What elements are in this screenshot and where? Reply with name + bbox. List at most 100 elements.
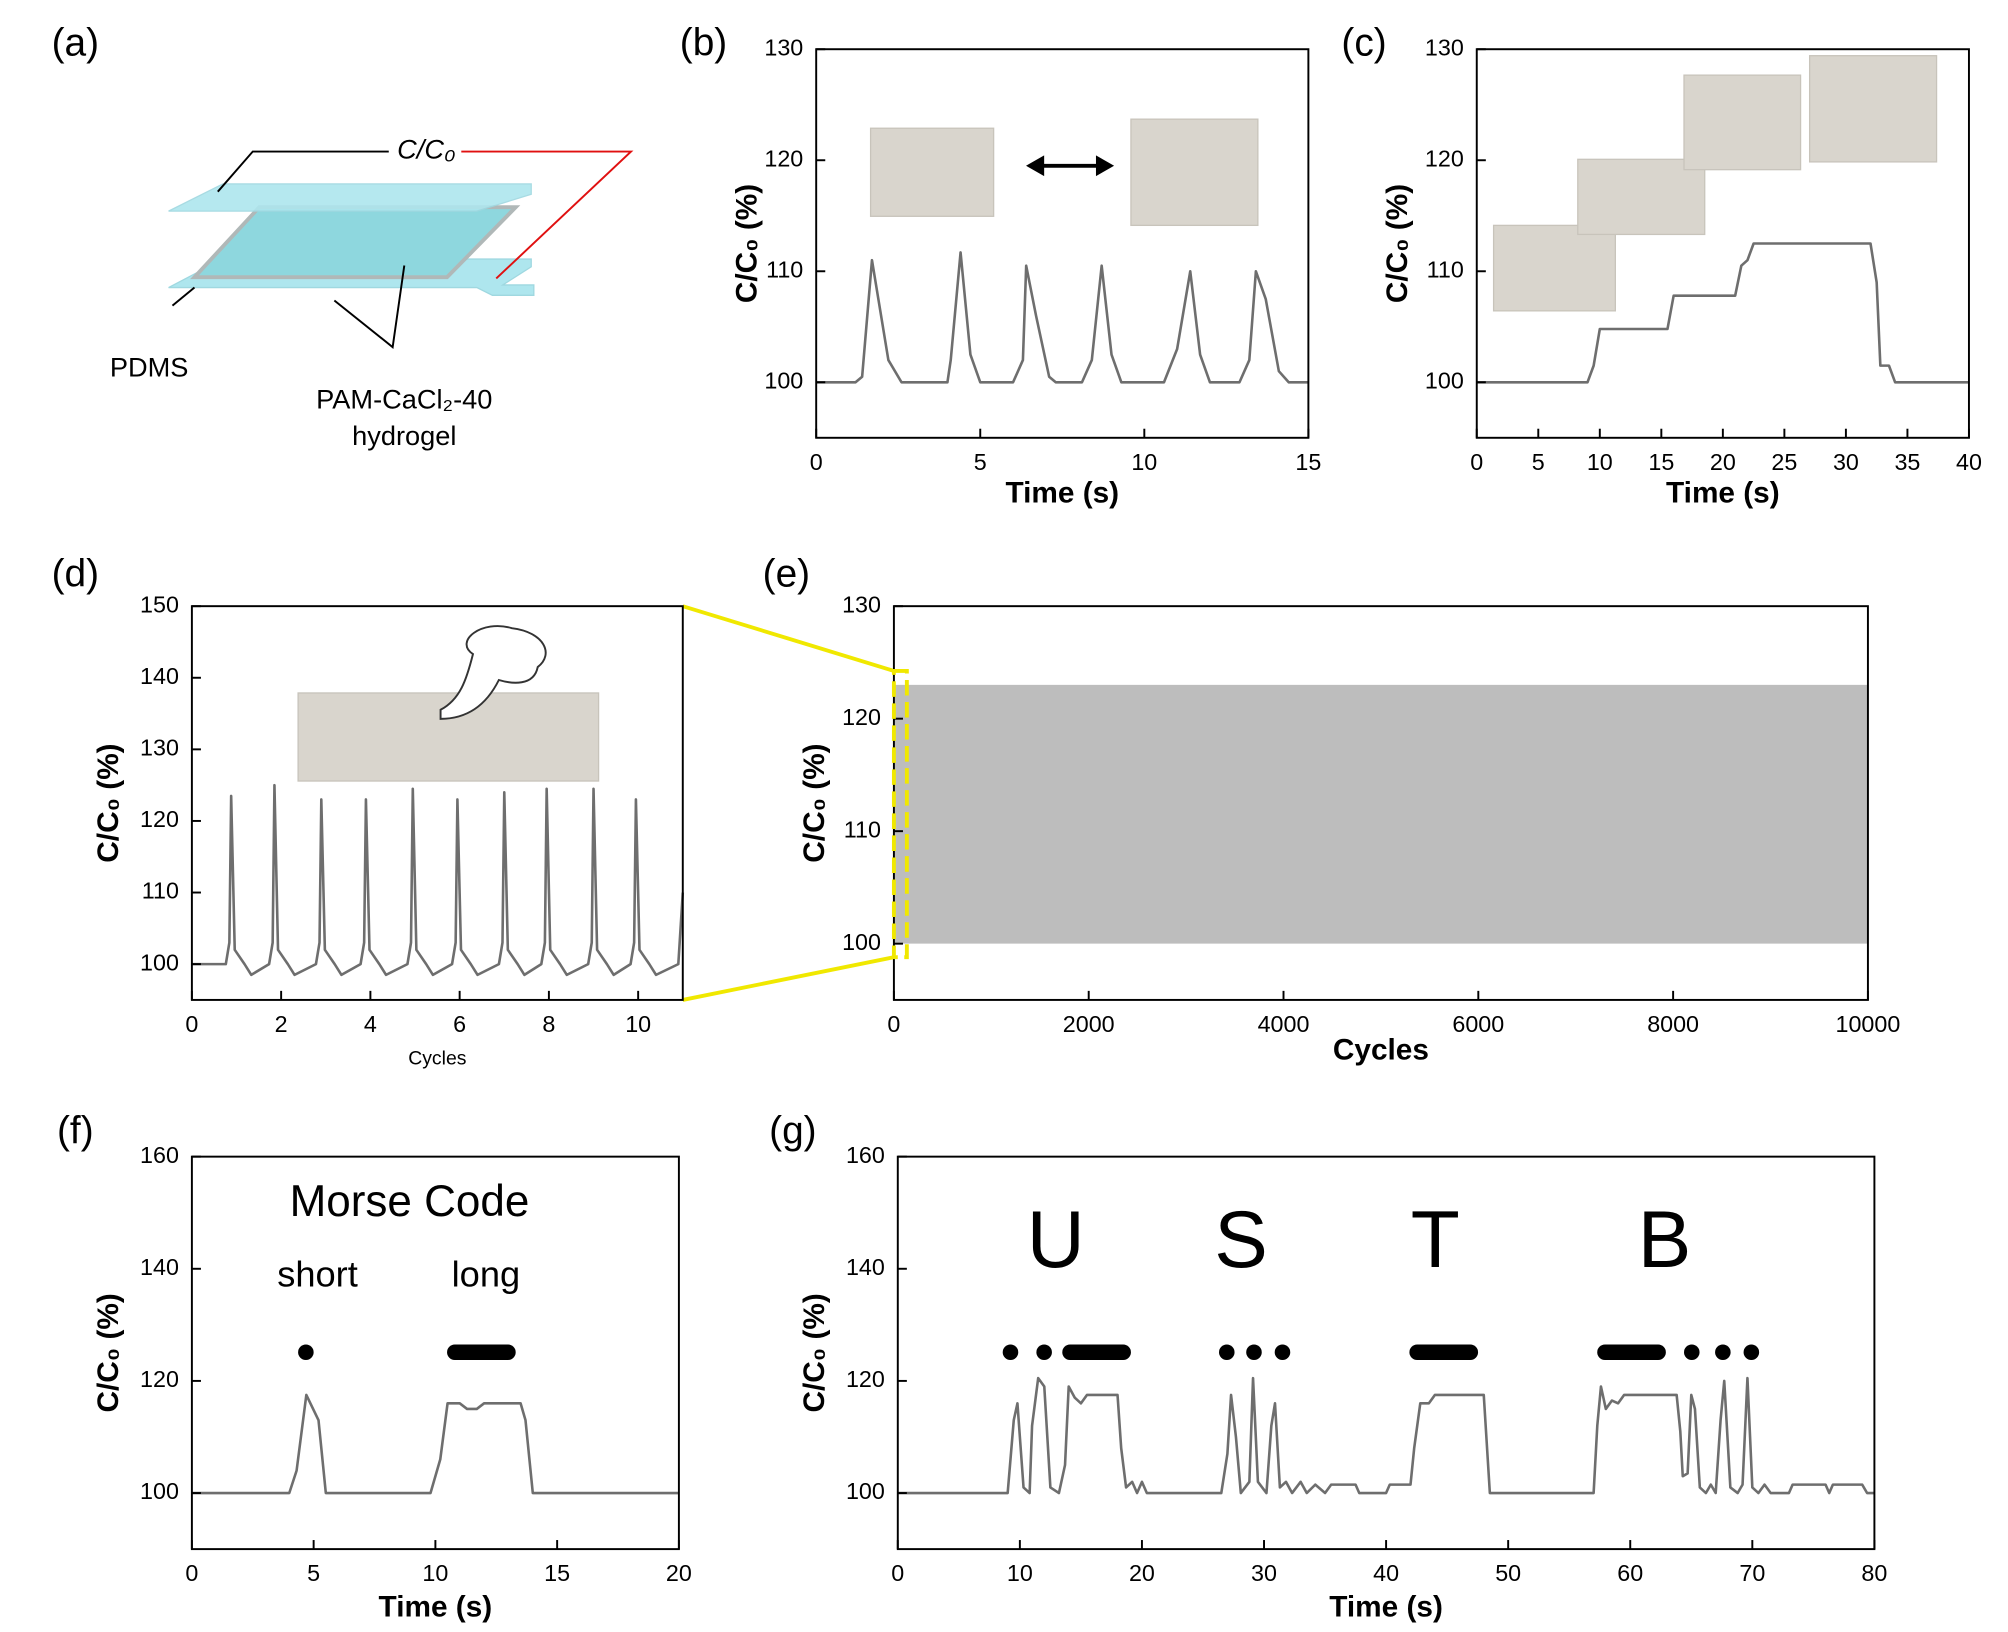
chart-panel: 100 120 140 160 0 10 20 30 40 50 60 70 80 Time (s) C/C… bbox=[769, 1110, 1887, 1624]
annotation: short bbox=[277, 1254, 358, 1295]
zoom-line bbox=[682, 955, 895, 1002]
photo-inset bbox=[1130, 118, 1259, 227]
y-tick-label: 140 bbox=[140, 1254, 179, 1280]
finger-drawing bbox=[439, 625, 547, 720]
x-tick-label: 70 bbox=[1739, 1560, 1765, 1586]
y-tick-label: 150 bbox=[140, 591, 179, 617]
chart-panel: 100 110 120 130 0 2000 4000 6000 8000 10000 Cycles… bbox=[763, 553, 1901, 1067]
data-line bbox=[1476, 242, 1969, 384]
x-tick-label: 0 bbox=[810, 449, 823, 475]
photo-inset bbox=[869, 127, 995, 217]
y-tick-label: 120 bbox=[140, 1366, 179, 1392]
x-tick-label: 15 bbox=[1295, 449, 1321, 475]
x-tick-label: 30 bbox=[1251, 1560, 1277, 1586]
y-axis-label: C/C₀ (%) bbox=[731, 184, 764, 303]
diagram-label: PAM-CaCl₂-40 bbox=[316, 384, 492, 415]
panel-label: (c) bbox=[1341, 22, 1386, 65]
y-tick-label: 100 bbox=[1425, 367, 1464, 393]
plot-frame bbox=[190, 605, 684, 1001]
diagram-label: C/C₀ bbox=[397, 134, 455, 165]
x-tick-label: 5 bbox=[1532, 449, 1545, 475]
photo-inset bbox=[297, 692, 600, 782]
y-axis-label: C/C₀ (%) bbox=[1381, 184, 1414, 303]
y-tick-label: 160 bbox=[846, 1142, 885, 1168]
panel-label: (d) bbox=[52, 553, 99, 596]
y-axis-label: C/C₀ (%) bbox=[798, 743, 831, 862]
data-line bbox=[191, 1393, 679, 1495]
y-tick-label: 100 bbox=[140, 1478, 179, 1504]
data-line bbox=[897, 1376, 1875, 1495]
panel-label: (e) bbox=[763, 553, 810, 596]
y-tick-label: 100 bbox=[764, 367, 803, 393]
x-tick-label: 0 bbox=[1470, 449, 1483, 475]
leader-line bbox=[333, 265, 406, 349]
electrode-wire bbox=[461, 150, 634, 280]
annotation: S bbox=[1214, 1195, 1268, 1285]
photo-inset bbox=[1808, 55, 1938, 163]
annotation: B bbox=[1638, 1195, 1692, 1285]
data-band bbox=[893, 684, 1868, 944]
photo-inset bbox=[1492, 224, 1617, 312]
panel-label: (g) bbox=[769, 1110, 816, 1153]
x-tick-label: 8 bbox=[542, 1011, 555, 1037]
y-tick-label: 160 bbox=[140, 1142, 179, 1168]
x-axis-label: Time (s) bbox=[1329, 1591, 1443, 1624]
x-tick-label: 50 bbox=[1495, 1560, 1521, 1586]
x-tick-label: 20 bbox=[1129, 1560, 1155, 1586]
x-tick-label: 30 bbox=[1833, 449, 1859, 475]
panel-label: (b) bbox=[680, 22, 727, 65]
x-tick-label: 20 bbox=[666, 1560, 692, 1586]
y-tick-label: 140 bbox=[846, 1254, 885, 1280]
x-tick-label: 10000 bbox=[1836, 1011, 1901, 1037]
x-tick-label: 10 bbox=[422, 1560, 448, 1586]
panel-label: (f) bbox=[57, 1110, 94, 1153]
x-tick-label: 5 bbox=[307, 1560, 320, 1586]
leader-line bbox=[171, 286, 196, 307]
x-tick-label: 5 bbox=[974, 449, 987, 475]
x-axis-label: Cycles bbox=[408, 1048, 466, 1070]
x-tick-label: 10 bbox=[625, 1011, 651, 1037]
x-tick-label: 10 bbox=[1131, 449, 1157, 475]
diagram-label: hydrogel bbox=[352, 420, 456, 451]
chart-panel: 100 110 120 130 0 5 10 15 20 25 30 35 40 Time (s) C/C₀… bbox=[1341, 22, 1982, 510]
y-tick-label: 120 bbox=[1425, 145, 1464, 171]
x-axis-label: Time (s) bbox=[1666, 477, 1780, 510]
y-tick-label: 130 bbox=[842, 591, 881, 617]
y-tick-label: 110 bbox=[1427, 256, 1464, 282]
data-line bbox=[191, 783, 685, 977]
chart-panel: 100 110 120 130 140 150 0 2 4 6 8 10 Cycles C/C₀ (%) (… bbox=[52, 553, 685, 1070]
chart-panel: 100 120 140 160 0 5 10 15 20 Time (s) C/C₀ (%) (f) M… bbox=[57, 1110, 692, 1624]
y-tick-label: 130 bbox=[140, 735, 179, 761]
x-tick-label: 2000 bbox=[1063, 1011, 1115, 1037]
x-axis-label: Time (s) bbox=[379, 1591, 493, 1624]
x-tick-label: 8000 bbox=[1647, 1011, 1699, 1037]
y-tick-label: 110 bbox=[844, 816, 881, 842]
y-tick-label: 100 bbox=[842, 929, 881, 955]
y-tick-label: 120 bbox=[764, 145, 803, 171]
y-tick-label: 110 bbox=[766, 256, 803, 282]
annotation: long bbox=[452, 1254, 521, 1295]
y-axis-label: C/C₀ (%) bbox=[798, 1293, 831, 1412]
hydrogel-layer bbox=[190, 205, 521, 280]
x-tick-label: 60 bbox=[1617, 1560, 1643, 1586]
y-tick-label: 130 bbox=[1425, 34, 1464, 60]
x-tick-label: 15 bbox=[1648, 449, 1674, 475]
schematic: C/C₀ PDMS PAM-CaCl₂-40 hydrogel (a) bbox=[52, 22, 634, 451]
x-axis-label: Cycles bbox=[1333, 1034, 1429, 1067]
zoom-line bbox=[682, 604, 895, 673]
photo-inset bbox=[1683, 74, 1802, 171]
x-tick-label: 0 bbox=[185, 1011, 198, 1037]
x-tick-label: 10 bbox=[1587, 449, 1613, 475]
leader-line bbox=[217, 150, 389, 193]
y-tick-label: 110 bbox=[142, 878, 179, 904]
x-tick-label: 6 bbox=[453, 1011, 466, 1037]
zoom-box bbox=[891, 668, 909, 960]
x-tick-label: 35 bbox=[1894, 449, 1920, 475]
y-tick-label: 130 bbox=[764, 34, 803, 60]
top-layer bbox=[168, 183, 532, 212]
y-axis-label: C/C₀ (%) bbox=[92, 1293, 125, 1412]
y-tick-label: 120 bbox=[842, 704, 881, 730]
chart-panel: 100 110 120 130 0 5 10 15 Time (s) C/C₀ (%) (b) bbox=[680, 22, 1322, 510]
x-tick-label: 4 bbox=[364, 1011, 377, 1037]
